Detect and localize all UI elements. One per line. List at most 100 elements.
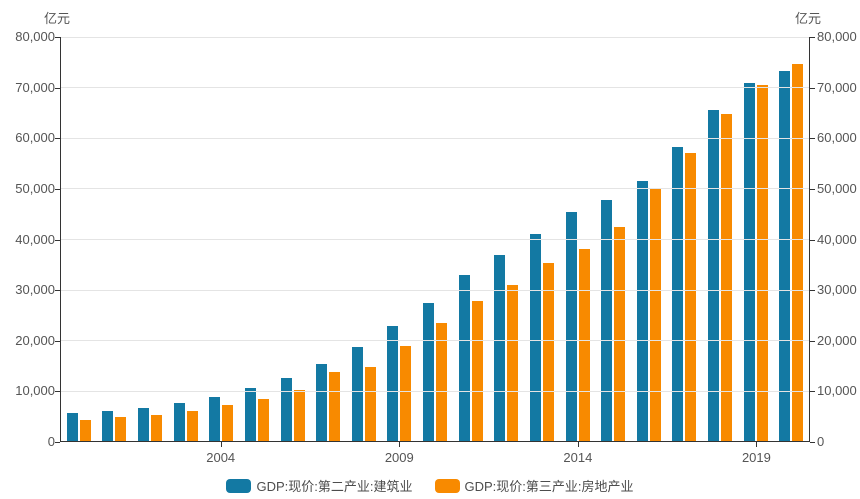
bar-2014-GDP:现价:第二产业:建筑业[interactable] — [565, 212, 577, 441]
bar-2008-GDP:现价:第二产业:建筑业[interactable] — [351, 346, 363, 441]
bar-2018-GDP:现价:第三产业:房地产业[interactable] — [721, 114, 733, 441]
y-tick-right-70000 — [810, 87, 815, 89]
gridline-10000 — [61, 390, 809, 392]
bar-2015-GDP:现价:第二产业:建筑业[interactable] — [601, 200, 613, 441]
bar-2007-GDP:现价:第二产业:建筑业[interactable] — [316, 363, 328, 441]
bar-pair-2000 — [61, 37, 97, 441]
bar-2010-GDP:现价:第二产业:建筑业[interactable] — [423, 303, 435, 441]
y-tick-left-80000 — [55, 37, 60, 38]
bar-2009-GDP:现价:第二产业:建筑业[interactable] — [387, 326, 399, 441]
bar-pair-2005 — [239, 37, 275, 441]
bar-2004-GDP:现价:第二产业:建筑业[interactable] — [209, 397, 221, 441]
y-tick-label-right-20000: 20,000 — [817, 332, 857, 348]
bar-pair-2010 — [417, 37, 453, 441]
y-axis-unit-left: 亿元 — [44, 11, 71, 26]
gridline-30000 — [61, 289, 809, 291]
gridline-20000 — [61, 340, 809, 342]
bar-pair-2019 — [738, 37, 774, 441]
y-tick-right-80000 — [810, 37, 815, 38]
legend-label: GDP:现价:第二产业:建筑业 — [256, 479, 413, 494]
bar-2000-GDP:现价:第二产业:建筑业[interactable] — [66, 413, 78, 441]
y-tick-label-left-30000: 30,000 — [15, 282, 55, 298]
bar-pair-2014 — [560, 37, 596, 441]
y-tick-label-left-80000: 80,000 — [15, 29, 55, 44]
x-tick-label-2009: 2009 — [384, 450, 414, 465]
y-tick-left-10000 — [55, 391, 60, 393]
bar-pair-2002 — [132, 37, 168, 441]
legend-item-GDP:现价:第二产业:建筑业[interactable]: GDP:现价:第二产业:建筑业 — [226, 476, 413, 495]
bar-2005-GDP:现价:第三产业:房地产业[interactable] — [257, 399, 269, 441]
gridline-80000 — [61, 36, 809, 38]
y-tick-right-50000 — [810, 188, 815, 190]
bar-pair-2009 — [382, 37, 418, 441]
legend-item-GDP:现价:第三产业:房地产业[interactable]: GDP:现价:第三产业:房地产业 — [434, 476, 634, 495]
bar-2012-GDP:现价:第二产业:建筑业[interactable] — [494, 254, 506, 441]
legend-swatch-icon — [434, 478, 460, 493]
x-tick-label-2019: 2019 — [741, 450, 771, 465]
bar-pair-2001 — [97, 37, 133, 441]
bar-pair-2004 — [204, 37, 240, 441]
x-tick-2019 — [756, 442, 758, 447]
bar-2017-GDP:现价:第二产业:建筑业[interactable] — [672, 146, 684, 441]
y-tick-label-left-70000: 70,000 — [15, 79, 55, 95]
bar-pair-2012 — [489, 37, 525, 441]
y-tick-label-left-60000: 60,000 — [15, 130, 55, 146]
bar-2005-GDP:现价:第二产业:建筑业[interactable] — [244, 388, 256, 441]
bar-2011-GDP:现价:第二产业:建筑业[interactable] — [458, 274, 470, 441]
bar-2013-GDP:现价:第三产业:房地产业[interactable] — [542, 262, 554, 441]
x-tick-label-2004: 2004 — [206, 450, 236, 465]
y-tick-label-left-0: 0 — [47, 434, 55, 449]
plot-area — [60, 36, 810, 442]
bar-2020-GDP:现价:第二产业:建筑业[interactable] — [779, 70, 791, 441]
gridline-60000 — [61, 137, 809, 139]
bar-2002-GDP:现价:第三产业:房地产业[interactable] — [151, 414, 163, 441]
y-tick-label-left-50000: 50,000 — [15, 180, 55, 196]
bar-2019-GDP:现价:第二产业:建筑业[interactable] — [743, 82, 755, 441]
bar-2019-GDP:现价:第三产业:房地产业[interactable] — [756, 85, 768, 441]
bar-pair-2013 — [524, 37, 560, 441]
bar-2008-GDP:现价:第三产业:房地产业[interactable] — [364, 367, 376, 441]
bar-2003-GDP:现价:第三产业:房地产业[interactable] — [186, 410, 198, 441]
bar-2001-GDP:现价:第二产业:建筑业[interactable] — [102, 411, 114, 441]
bar-2018-GDP:现价:第二产业:建筑业[interactable] — [708, 110, 720, 441]
bar-pair-2016 — [631, 37, 667, 441]
bar-2014-GDP:现价:第三产业:房地产业[interactable] — [578, 249, 590, 441]
bar-2010-GDP:现价:第三产业:房地产业[interactable] — [436, 323, 448, 441]
bar-pair-2006 — [275, 37, 311, 441]
bar-2006-GDP:现价:第二产业:建筑业[interactable] — [280, 378, 292, 441]
y-tick-label-right-70000: 70,000 — [817, 79, 857, 95]
y-tick-label-right-40000: 40,000 — [817, 231, 857, 247]
bar-2015-GDP:现价:第三产业:房地产业[interactable] — [614, 226, 626, 441]
bar-2016-GDP:现价:第二产业:建筑业[interactable] — [636, 180, 648, 441]
bar-2012-GDP:现价:第三产业:房地产业[interactable] — [507, 285, 519, 441]
y-tick-label-left-40000: 40,000 — [15, 231, 55, 247]
bar-2003-GDP:现价:第二产业:建筑业[interactable] — [173, 403, 185, 441]
bar-2000-GDP:现价:第三产业:房地产业[interactable] — [79, 420, 91, 441]
bar-2011-GDP:现价:第三产业:房地产业[interactable] — [471, 301, 483, 441]
y-tick-left-0 — [55, 442, 60, 443]
legend-swatch-icon — [226, 478, 252, 493]
bar-2009-GDP:现价:第三产业:房地产业[interactable] — [400, 346, 412, 441]
bar-2020-GDP:现价:第三产业:房地产业[interactable] — [792, 63, 804, 441]
bar-2017-GDP:现价:第三产业:房地产业[interactable] — [685, 152, 697, 441]
bar-2001-GDP:现价:第三产业:房地产业[interactable] — [115, 417, 127, 441]
legend-label: GDP:现价:第三产业:房地产业 — [464, 479, 634, 494]
chart-legend: GDP:现价:第二产业:建筑业 GDP:现价:第三产业:房地产业 — [0, 476, 860, 495]
bar-2004-GDP:现价:第三产业:房地产业[interactable] — [222, 405, 234, 441]
bar-2006-GDP:现价:第三产业:房地产业[interactable] — [293, 390, 305, 441]
y-tick-label-right-0: 0 — [817, 434, 825, 449]
bar-pair-2007 — [310, 37, 346, 441]
bar-2016-GDP:现价:第三产业:房地产业[interactable] — [649, 188, 661, 441]
bar-2002-GDP:现价:第二产业:建筑业[interactable] — [138, 408, 150, 441]
y-tick-label-right-60000: 60,000 — [817, 130, 857, 146]
bar-2013-GDP:现价:第二产业:建筑业[interactable] — [529, 234, 541, 441]
bar-2007-GDP:现价:第三产业:房地产业[interactable] — [329, 372, 341, 441]
gridline-70000 — [61, 87, 809, 89]
y-axis-unit-right: 亿元 — [795, 11, 822, 26]
x-tick-2004 — [220, 442, 222, 447]
bar-pair-2008 — [346, 37, 382, 441]
y-tick-right-60000 — [810, 138, 815, 140]
x-tick-2009 — [399, 442, 401, 447]
bars-container — [61, 37, 809, 441]
